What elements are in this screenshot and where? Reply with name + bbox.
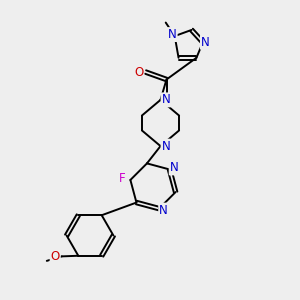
Text: N: N bbox=[201, 36, 210, 49]
Text: N: N bbox=[168, 28, 177, 41]
Text: N: N bbox=[161, 93, 170, 106]
Text: N: N bbox=[170, 161, 178, 175]
Text: F: F bbox=[119, 172, 125, 185]
Text: N: N bbox=[159, 204, 168, 217]
Text: O: O bbox=[134, 65, 143, 79]
Text: O: O bbox=[51, 250, 60, 263]
Text: N: N bbox=[161, 140, 170, 153]
